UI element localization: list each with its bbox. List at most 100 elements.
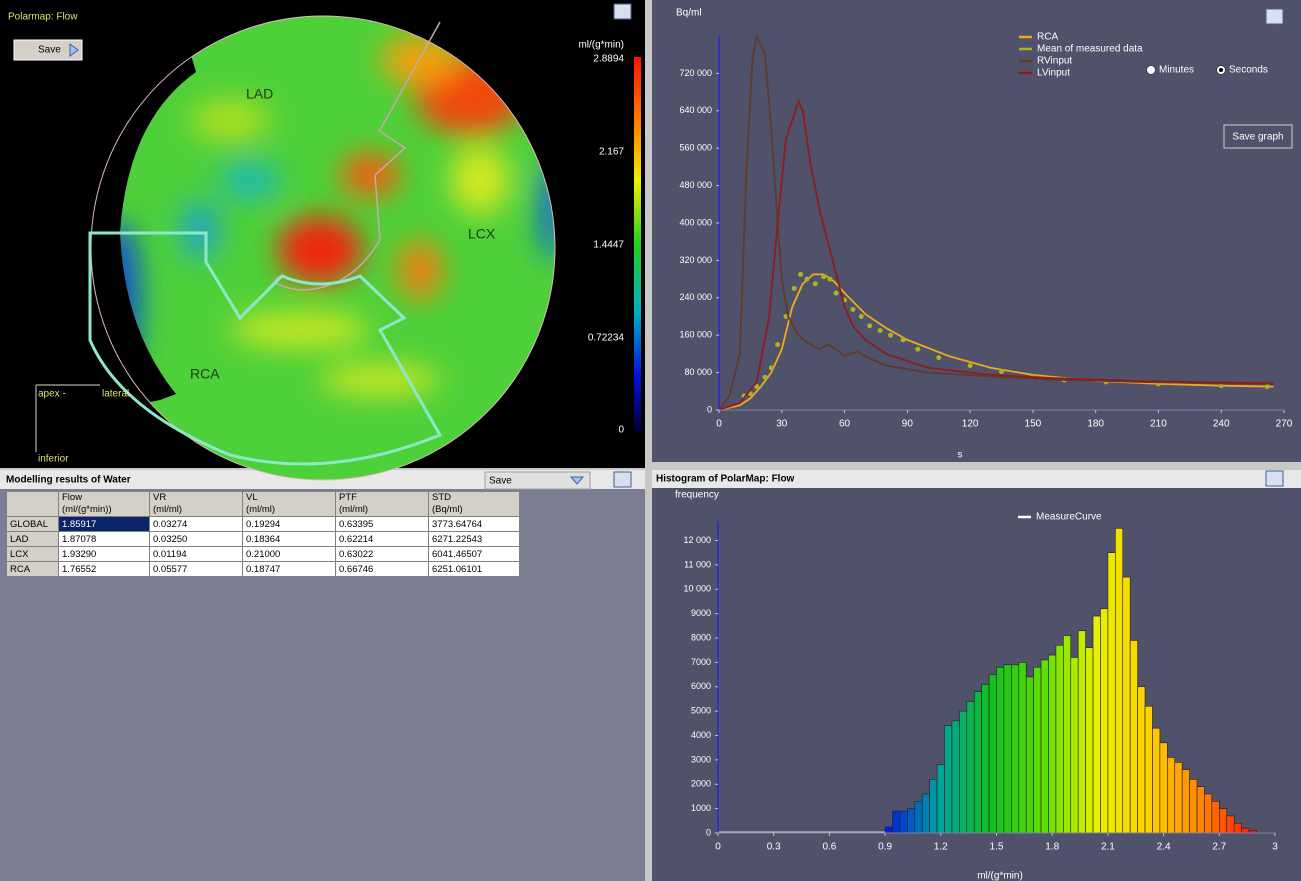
data-point xyxy=(821,274,827,280)
x-tick-label: 1.2 xyxy=(934,842,948,853)
histogram-bar xyxy=(1003,664,1012,834)
x-axis-label: ml/(g*min) xyxy=(977,871,1023,881)
histogram-bar xyxy=(1040,659,1049,834)
histogram-bar xyxy=(921,793,930,834)
y-tick-label: 640 000 xyxy=(679,105,712,115)
dropdown-arrow[interactable] xyxy=(569,476,585,485)
cell: 0.18364 xyxy=(242,531,336,547)
table-row: RCA 1.76552 0.05577 0.18747 0.66746 6251.0610… xyxy=(6,561,520,577)
histogram-bar xyxy=(1159,742,1168,834)
x-tick-label: 180 xyxy=(1087,419,1104,430)
histogram-bar xyxy=(996,666,1005,834)
data-point xyxy=(754,384,760,390)
histogram-bar xyxy=(981,684,990,834)
radio-label: Minutes xyxy=(1159,65,1194,76)
histogram-bar xyxy=(1189,779,1198,834)
cell: 1.85917 xyxy=(58,516,150,532)
radio-dot xyxy=(1219,68,1223,72)
y-tick-label: 0 xyxy=(706,827,711,837)
y-tick-label: 9000 xyxy=(691,608,711,618)
cell: 0.21000 xyxy=(242,546,336,562)
legend-label: Mean of measured data xyxy=(1037,44,1143,55)
y-tick-label: 1000 xyxy=(691,803,711,813)
histogram-bar xyxy=(1055,645,1064,834)
x-tick-label: 60 xyxy=(839,419,851,430)
data-point xyxy=(900,337,906,343)
region-label: RCA xyxy=(190,366,220,382)
colorbar-unit: ml/(g*min) xyxy=(578,40,624,51)
x-tick-label: 30 xyxy=(776,419,788,430)
save-button-label[interactable]: Save xyxy=(38,45,61,56)
data-point xyxy=(798,271,804,277)
column-name: VL xyxy=(246,492,258,503)
legend-label: RVinput xyxy=(1037,56,1072,67)
column-name: STD xyxy=(432,492,451,503)
data-point xyxy=(850,306,856,312)
radio-button[interactable] xyxy=(1146,65,1156,75)
histogram-bar xyxy=(936,764,945,834)
y-tick-label: 5000 xyxy=(691,706,711,716)
cell: 0.63395 xyxy=(335,516,429,532)
cell: 6251.06101 xyxy=(428,561,520,577)
colorbar-tick: 0 xyxy=(618,425,624,436)
save-button[interactable] xyxy=(13,39,83,61)
data-point xyxy=(999,369,1004,375)
y-tick-label: 4000 xyxy=(691,730,711,740)
row-header: LCX xyxy=(6,546,59,562)
polarmap-title: Polarmap: Flow xyxy=(8,12,78,23)
column-header: Flow (ml/(g*min)) xyxy=(58,491,150,517)
column-header: VL (ml/ml) xyxy=(242,491,336,517)
legend-label: LVinput xyxy=(1037,68,1070,79)
series-line xyxy=(718,32,1274,411)
save-graph-label[interactable]: Save graph xyxy=(1232,132,1283,143)
cell: 6041.46507 xyxy=(428,546,520,562)
y-tick-label: 0 xyxy=(707,404,712,414)
save-arrow[interactable] xyxy=(69,43,79,57)
histogram-bar xyxy=(1196,786,1205,834)
x-tick-label: 0 xyxy=(716,419,722,430)
monitor-icon[interactable] xyxy=(613,471,632,488)
column-unit: (ml/ml) xyxy=(246,504,276,515)
save-dropdown[interactable] xyxy=(484,471,591,490)
colorbar xyxy=(634,57,641,432)
monitor-icon[interactable] xyxy=(1265,8,1284,25)
x-tick-label: 150 xyxy=(1025,419,1042,430)
histogram-bar xyxy=(1018,662,1027,834)
histogram-bar xyxy=(1129,640,1138,834)
histogram-bar xyxy=(1107,552,1116,834)
x-tick-label: 2.7 xyxy=(1212,842,1226,853)
cell: 0.03250 xyxy=(149,531,243,547)
save-graph-button[interactable] xyxy=(1223,124,1293,149)
column-name: PTF xyxy=(339,492,357,503)
cell: 1.87078 xyxy=(58,531,150,547)
data-point xyxy=(804,276,810,282)
cell: 1.93290 xyxy=(58,546,150,562)
data-point xyxy=(915,346,921,352)
table-row: GLOBAL 1.85917 0.03274 0.19294 0.63395 3773.6… xyxy=(6,516,520,532)
histogram-bar xyxy=(959,710,968,834)
x-tick-label: 120 xyxy=(962,419,979,430)
histogram-title-bar xyxy=(652,470,1301,488)
corner-cell xyxy=(6,491,59,517)
x-tick-label: 2.1 xyxy=(1101,842,1115,853)
histogram-bar xyxy=(899,810,908,834)
cell: 0.63022 xyxy=(335,546,429,562)
histogram-bar xyxy=(1122,576,1131,834)
colorbar-tick: 0.72234 xyxy=(588,333,625,344)
cell: 6271.22543 xyxy=(428,531,520,547)
monitor-icon[interactable] xyxy=(613,3,632,20)
histogram-bar xyxy=(1025,676,1034,834)
monitor-icon[interactable] xyxy=(1265,470,1284,487)
histogram-bar xyxy=(1011,664,1020,834)
data-point xyxy=(867,323,873,329)
save-dropdown-label[interactable]: Save xyxy=(489,476,512,487)
y-tick-label: 320 000 xyxy=(679,255,712,265)
y-tick-label: 3000 xyxy=(691,754,711,764)
y-tick-label: 480 000 xyxy=(679,180,712,190)
histogram-bar xyxy=(1167,757,1176,834)
column-header: STD (Bq/ml) xyxy=(428,491,520,517)
y-tick-label: 7000 xyxy=(691,657,711,667)
histogram-title: Histogram of PolarMap: Flow xyxy=(656,474,795,485)
